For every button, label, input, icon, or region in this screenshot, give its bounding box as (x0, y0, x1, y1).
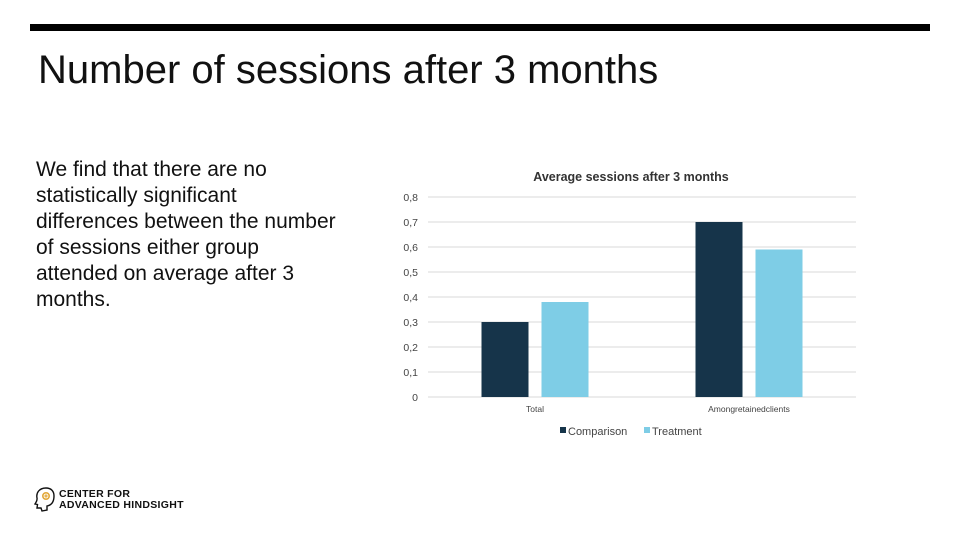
slide-title: Number of sessions after 3 months (38, 48, 659, 92)
bar-treatment-0 (541, 302, 589, 397)
y-tick-label: 0,1 (403, 367, 418, 379)
chart-title: Average sessions after 3 months (533, 170, 728, 184)
bar-treatment-1 (755, 249, 803, 397)
y-tick-label: 0,2 (403, 342, 418, 354)
bar-comparison-1 (695, 222, 743, 397)
y-tick-label: 0,3 (403, 317, 418, 329)
y-tick-label: 0 (412, 392, 418, 404)
legend-swatch-comparison (560, 427, 566, 433)
head-profile-icon (33, 487, 55, 512)
y-tick-label: 0,4 (403, 292, 418, 304)
bar-comparison-0 (481, 322, 529, 397)
logo-line-1: CENTER FOR (59, 488, 131, 500)
x-tick-label: Total (526, 404, 544, 414)
y-tick-label: 0,8 (403, 192, 418, 204)
title-rule (30, 24, 930, 31)
y-tick-label: 0,6 (403, 242, 418, 254)
legend-swatch-treatment (644, 427, 650, 433)
legend-label-treatment: Treatment (652, 426, 702, 438)
x-tick-label: Amongretainedclients (708, 404, 790, 414)
legend-label-comparison: Comparison (568, 426, 627, 438)
logo-line-2: ADVANCED HINDSIGHT (59, 499, 184, 511)
body-text: We find that there are no statistically … (36, 158, 336, 311)
y-tick-label: 0,5 (403, 267, 418, 279)
y-tick-label: 0,7 (403, 217, 418, 229)
logo: CENTER FOR ADVANCED HINDSIGHT (33, 486, 223, 516)
